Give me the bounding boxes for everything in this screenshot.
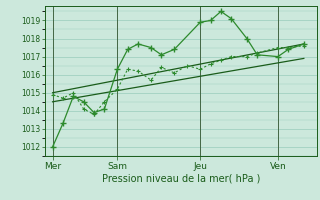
X-axis label: Pression niveau de la mer( hPa ): Pression niveau de la mer( hPa ): [102, 173, 260, 183]
